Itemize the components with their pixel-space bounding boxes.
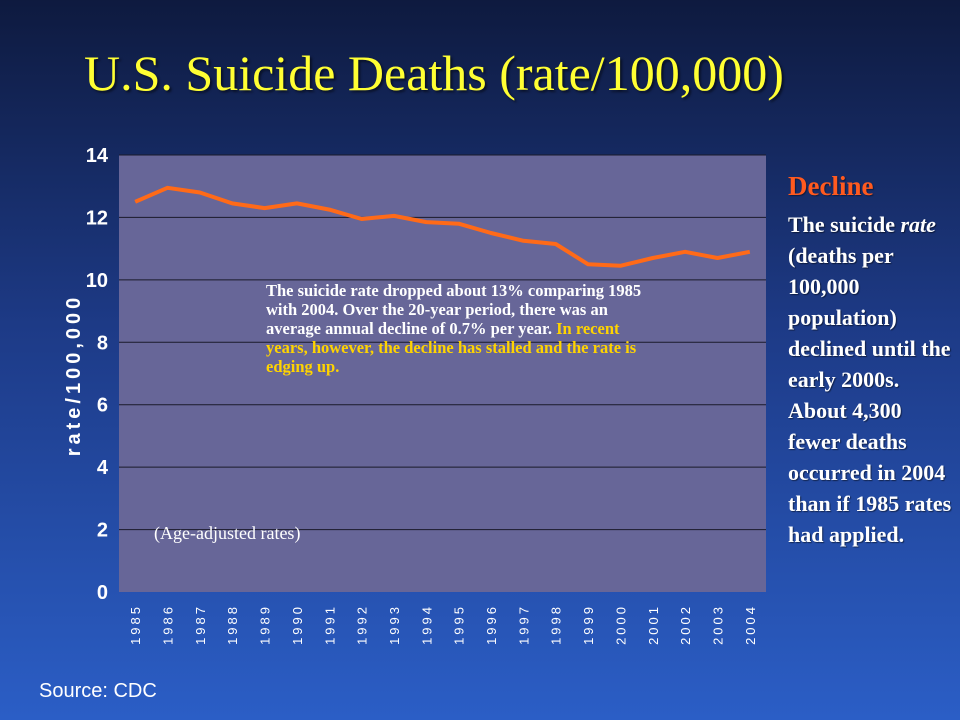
x-tick-label: 1999	[581, 604, 596, 645]
sidebar-text-italic: rate	[900, 212, 936, 237]
series-line	[134, 185, 751, 268]
x-tick-label: 1991	[322, 604, 337, 645]
y-tick-label: 10	[86, 270, 108, 292]
x-tick-label: 1998	[549, 604, 564, 645]
x-tick-label: 1990	[290, 604, 305, 645]
sidebar-text-part2: (deaths per 100,000 population) declined…	[788, 243, 952, 547]
y-tick-label: 0	[97, 582, 108, 604]
y-tick-label: 6	[97, 395, 108, 417]
x-tick-label: 2002	[678, 604, 693, 645]
x-tick-label: 1989	[258, 604, 273, 645]
y-axis-label: rate/100,000	[63, 294, 85, 457]
chart-annotation: The suicide rate dropped about 13% compa…	[266, 281, 646, 376]
sidebar-text-part1: The suicide	[788, 212, 901, 237]
x-tick-label: 1988	[225, 604, 240, 645]
x-tick-label: 1986	[161, 604, 176, 645]
x-tick-label: 1992	[355, 604, 370, 645]
age-adjusted-note: (Age-adjusted rates)	[154, 523, 301, 543]
annotation-highlight: In recent years, however, the decline ha…	[266, 319, 637, 376]
x-tick-label: 2000	[613, 604, 628, 645]
y-tick-label: 12	[86, 207, 108, 229]
sidebar-heading: Decline	[788, 171, 874, 201]
y-tick-label: 4	[97, 457, 109, 479]
x-axis-ticks: 1985 1986 1987 1988 1989 1990 1991 1992 1993 1994…	[128, 604, 758, 645]
y-tick-label: 8	[97, 332, 108, 354]
slide-title: U.S. Suicide Deaths (rate/100,000)	[84, 45, 784, 101]
x-tick-label: 1993	[387, 604, 402, 645]
gridlines	[119, 154, 766, 531]
x-tick-label: 1995	[452, 604, 467, 645]
x-tick-label: 1985	[128, 604, 143, 645]
x-tick-label: 1996	[484, 604, 499, 645]
x-tick-label: 1997	[516, 604, 531, 645]
plot-area	[119, 155, 766, 592]
y-axis-ticks: 0 2 4 6 8 10 12 14	[86, 145, 109, 604]
x-tick-label: 1987	[193, 604, 208, 645]
annotation-text: The suicide rate dropped about 13% compa…	[266, 281, 642, 338]
x-tick-label: 2004	[743, 604, 758, 645]
x-tick-label: 2001	[646, 604, 661, 645]
y-tick-label: 2	[97, 520, 108, 542]
x-tick-label: 2003	[710, 604, 725, 645]
x-tick-label: 1994	[419, 604, 434, 645]
source-note: Source: CDC	[39, 680, 157, 702]
y-tick-label: 14	[86, 145, 109, 167]
sidebar-text: The suicide rate (deaths per 100,000 pop…	[788, 209, 958, 550]
